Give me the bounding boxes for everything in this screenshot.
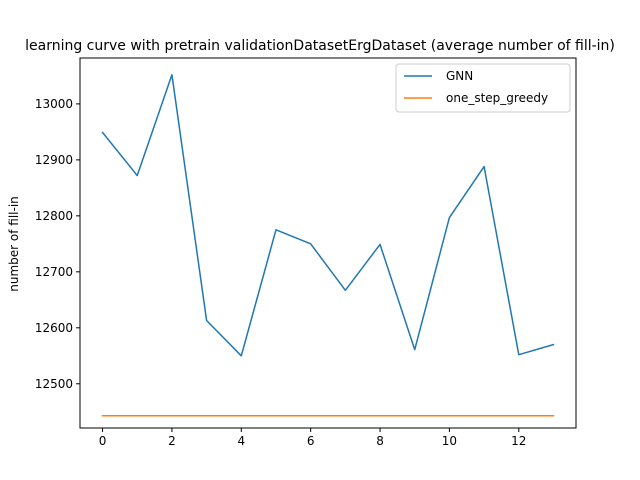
x-axis: 0 2 4 6 8 10 12 <box>99 428 526 448</box>
y-axis-label: number of fill-in <box>7 196 21 292</box>
series-layer <box>101 74 555 417</box>
y-tick-label: 12900 <box>35 153 73 167</box>
y-tick-label: 12800 <box>35 209 73 223</box>
x-tick-label: 2 <box>168 434 176 448</box>
y-tick-label: 12700 <box>35 265 73 279</box>
series-line-gnn <box>101 74 555 357</box>
y-tick-label: 13000 <box>35 97 73 111</box>
legend-label: GNN <box>446 69 473 83</box>
x-tick-label: 12 <box>511 434 526 448</box>
x-tick-label: 0 <box>99 434 107 448</box>
x-tick-label: 4 <box>237 434 245 448</box>
plot-frame <box>79 57 577 429</box>
legend-box <box>395 63 571 113</box>
chart-title: learning curve with pretrain validationD… <box>25 38 615 54</box>
legend-label: one_step_greedy <box>446 91 548 105</box>
x-tick-label: 8 <box>376 434 384 448</box>
x-tick-label: 10 <box>442 434 457 448</box>
legend: GNN one_step_greedy <box>395 63 571 113</box>
y-tick-label: 12600 <box>35 321 73 335</box>
x-tick-label: 6 <box>307 434 315 448</box>
y-axis: 12500 12600 12700 12800 12900 13000 <box>35 97 80 391</box>
y-tick-label: 12500 <box>35 377 73 391</box>
